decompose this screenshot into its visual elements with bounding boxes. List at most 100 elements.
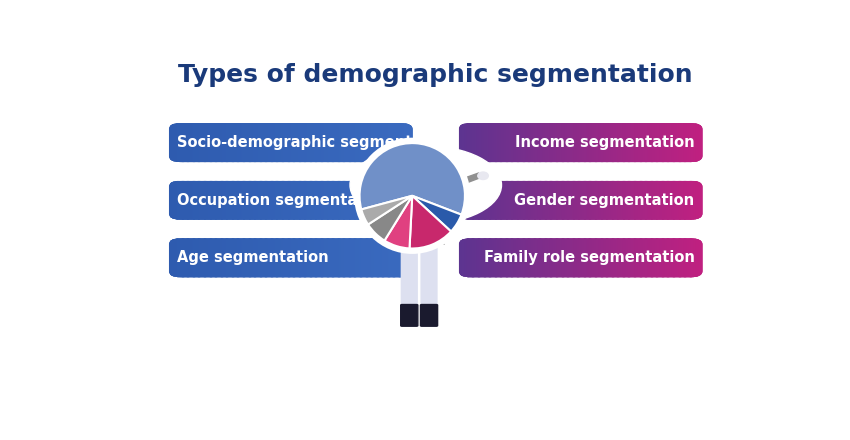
Bar — [560, 238, 562, 277]
Bar — [186, 181, 188, 220]
Bar — [271, 181, 273, 220]
Bar — [254, 238, 256, 277]
Bar — [186, 238, 188, 277]
Bar — [302, 181, 303, 220]
Bar — [171, 181, 173, 220]
Bar — [170, 181, 172, 220]
Bar — [199, 123, 201, 162]
Bar — [218, 238, 219, 277]
Bar — [643, 238, 644, 277]
Bar — [671, 123, 672, 162]
Bar — [581, 238, 584, 277]
Bar — [241, 123, 242, 162]
Bar — [221, 181, 223, 220]
Bar — [656, 123, 658, 162]
Bar — [466, 123, 468, 162]
Bar — [282, 181, 284, 220]
Bar — [662, 181, 664, 220]
Bar — [580, 238, 581, 277]
Bar — [232, 181, 234, 220]
Bar — [240, 181, 241, 220]
Bar — [231, 123, 233, 162]
Bar — [380, 123, 382, 162]
Bar — [300, 238, 303, 277]
Bar — [277, 123, 279, 162]
Bar — [600, 181, 602, 220]
Bar — [184, 238, 186, 277]
Bar — [612, 123, 614, 162]
Bar — [309, 123, 311, 162]
Bar — [393, 181, 395, 220]
Bar — [184, 181, 185, 220]
Bar — [556, 181, 558, 220]
Bar — [176, 238, 178, 277]
Bar — [572, 181, 574, 220]
Bar — [405, 181, 407, 220]
Bar — [689, 123, 691, 162]
Bar — [466, 238, 468, 277]
Bar — [525, 238, 528, 277]
Bar — [566, 181, 568, 220]
Bar — [372, 181, 374, 220]
Bar — [631, 123, 632, 162]
Bar — [393, 123, 395, 162]
Bar — [393, 238, 395, 277]
Bar — [598, 238, 599, 277]
Bar — [383, 181, 385, 220]
Bar — [651, 238, 653, 277]
Bar — [266, 123, 269, 162]
Bar — [471, 123, 473, 162]
Bar — [221, 123, 223, 162]
Bar — [636, 181, 638, 220]
Bar — [302, 123, 303, 162]
Bar — [465, 238, 467, 277]
Bar — [489, 181, 491, 220]
Bar — [541, 123, 542, 162]
Bar — [249, 238, 251, 277]
Bar — [677, 181, 678, 220]
Bar — [370, 181, 371, 220]
Bar — [515, 181, 517, 220]
Bar — [584, 123, 586, 162]
Bar — [614, 238, 615, 277]
Bar — [370, 238, 371, 277]
Bar — [314, 238, 315, 277]
Bar — [376, 123, 378, 162]
Bar — [190, 238, 191, 277]
Bar — [513, 123, 514, 162]
Bar — [217, 238, 218, 277]
Bar — [570, 181, 571, 220]
Bar — [472, 123, 474, 162]
Bar — [206, 238, 207, 277]
Bar — [232, 123, 234, 162]
Bar — [474, 181, 476, 220]
Bar — [349, 238, 351, 277]
Bar — [409, 181, 411, 220]
Bar — [238, 181, 241, 220]
Bar — [332, 123, 334, 162]
Bar — [386, 123, 388, 162]
Bar — [600, 238, 602, 277]
Bar — [350, 181, 352, 220]
Bar — [661, 181, 663, 220]
Bar — [405, 238, 407, 277]
Bar — [528, 123, 530, 162]
Bar — [600, 123, 602, 162]
Bar — [280, 123, 281, 162]
Bar — [507, 238, 508, 277]
Bar — [184, 123, 186, 162]
Bar — [505, 181, 507, 220]
Bar — [253, 123, 255, 162]
Bar — [620, 181, 621, 220]
Bar — [642, 123, 643, 162]
Bar — [322, 181, 324, 220]
Bar — [690, 181, 692, 220]
Bar — [543, 181, 545, 220]
Bar — [341, 238, 343, 277]
Bar — [484, 123, 486, 162]
Bar — [384, 123, 387, 162]
Bar — [673, 238, 675, 277]
Bar — [665, 181, 666, 220]
Bar — [226, 123, 228, 162]
Bar — [604, 123, 605, 162]
